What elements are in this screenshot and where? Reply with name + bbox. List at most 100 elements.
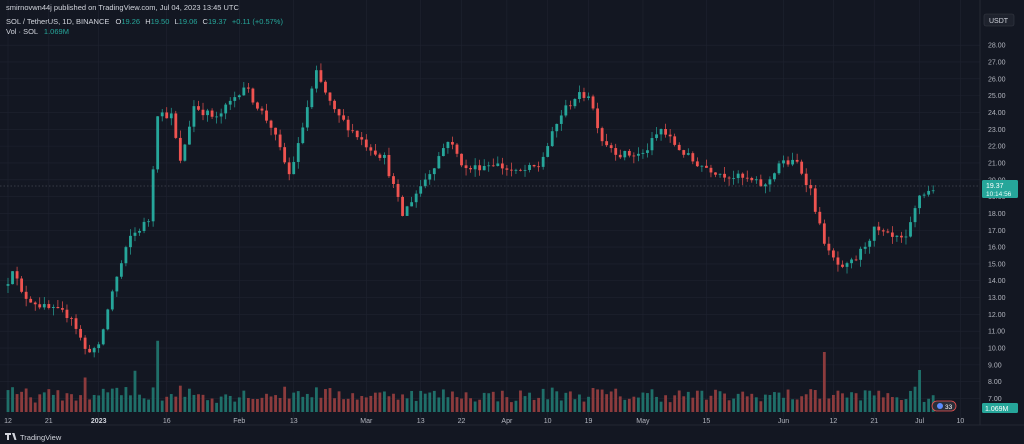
candle-body [364,139,368,148]
candle-body [559,115,563,124]
candle-body [301,127,305,144]
y-tick-label: 27.00 [988,59,1006,66]
candle-body [324,81,327,93]
volume-bar [564,392,568,412]
volume-bar [618,396,622,412]
volume-bar [115,387,119,412]
candle-body [909,222,912,237]
y-tick-label: 14.00 [988,278,1006,285]
volume-legend-label: Vol · SOL [6,27,38,36]
candle-body [913,208,917,223]
candle-body [110,291,114,310]
candle-body [138,231,141,233]
volume-bar [510,402,513,412]
candle-body [677,144,681,151]
candle-body [274,127,277,135]
candle-body [296,143,300,162]
volume-bar [20,391,24,412]
candle-body [260,108,264,111]
candle-body [673,136,677,145]
volume-bar [228,395,232,412]
candle-body [206,110,209,116]
volume-bar [627,398,631,412]
candle-body [401,196,404,216]
candle-body [727,177,731,179]
candle-body [528,165,531,170]
y-tick-label: 21.00 [988,160,1006,167]
ohlc-low-label: L [174,17,179,26]
volume-bar [124,387,128,412]
last-price-tag: 19.37 10:14:56 [982,180,1018,198]
volume-bar [401,394,404,412]
volume-bar [319,397,323,412]
volume-bar [641,392,645,412]
ohlc-low: 19.06 [178,17,198,26]
candle-body [600,128,604,142]
candle-body [246,87,250,89]
volume-bar [74,400,78,412]
svg-text:33: 33 [945,404,953,411]
volume-bar [854,393,858,412]
candle-body [795,159,799,162]
candle-body [786,160,790,165]
volume-bar [133,370,137,412]
candle-body [532,165,536,167]
candle-body [859,248,863,260]
candle-body [469,168,472,170]
tradingview-logo[interactable]: TradingView [5,433,62,442]
volume-bar [42,392,46,412]
candle-body [61,308,64,310]
volume-bar [378,392,382,412]
volume-bar [809,389,813,412]
candle-body [383,154,386,158]
candle-body [178,137,182,161]
volume-bar [754,397,758,412]
candle-body [587,96,590,98]
candle-body [510,169,513,171]
volume-bar [219,396,223,412]
currency-badge[interactable]: USDT [983,13,1015,27]
candle-body [88,348,92,353]
candle-series [6,63,935,358]
time-axis[interactable]: 12 21 2023 16 Feb 13 Mar 13 22 Apr 10 19 May 15 Jun 12 2… [4,418,964,425]
volume-bar [305,393,309,412]
candle-body [754,179,758,181]
volume-bar [65,393,69,412]
candle-body [682,150,686,155]
volume-bar [437,397,441,412]
volume-bar [215,402,219,412]
volume-bar [169,394,173,412]
candle-body [169,113,173,119]
candle-body [659,129,663,135]
candle-body [305,107,309,128]
candle-body [419,186,423,194]
x-tick-label: Feb [233,418,245,425]
candle-body [890,232,894,237]
volume-bar [233,401,237,412]
flag-icon[interactable]: 33 [931,400,957,412]
candle-body [723,173,726,178]
volume-bar [142,398,146,412]
volume-bar [859,400,863,412]
volume-bar [296,391,300,412]
volume-bar [156,340,160,412]
candle-body [342,115,346,120]
volume-legend-value: 1.069M [43,27,69,36]
volume-bar [310,397,314,412]
tradingview-logo-icon [5,433,17,440]
candle-body [455,144,459,154]
candle-body [922,194,926,196]
symbol-title[interactable]: SOL / TetherUS, 1D, BINANCE [6,17,110,26]
candle-body [414,193,418,203]
volume-bar [605,394,609,412]
volume-bar [147,399,150,412]
volume-bar [877,390,881,412]
volume-legend[interactable]: Vol · SOL 1.069M [6,27,69,36]
volume-bar [677,390,681,412]
volume-bar [655,396,658,412]
volume-bar [818,398,822,412]
volume-bar [582,401,586,412]
candle-body [614,148,618,155]
volume-bar [396,399,400,412]
